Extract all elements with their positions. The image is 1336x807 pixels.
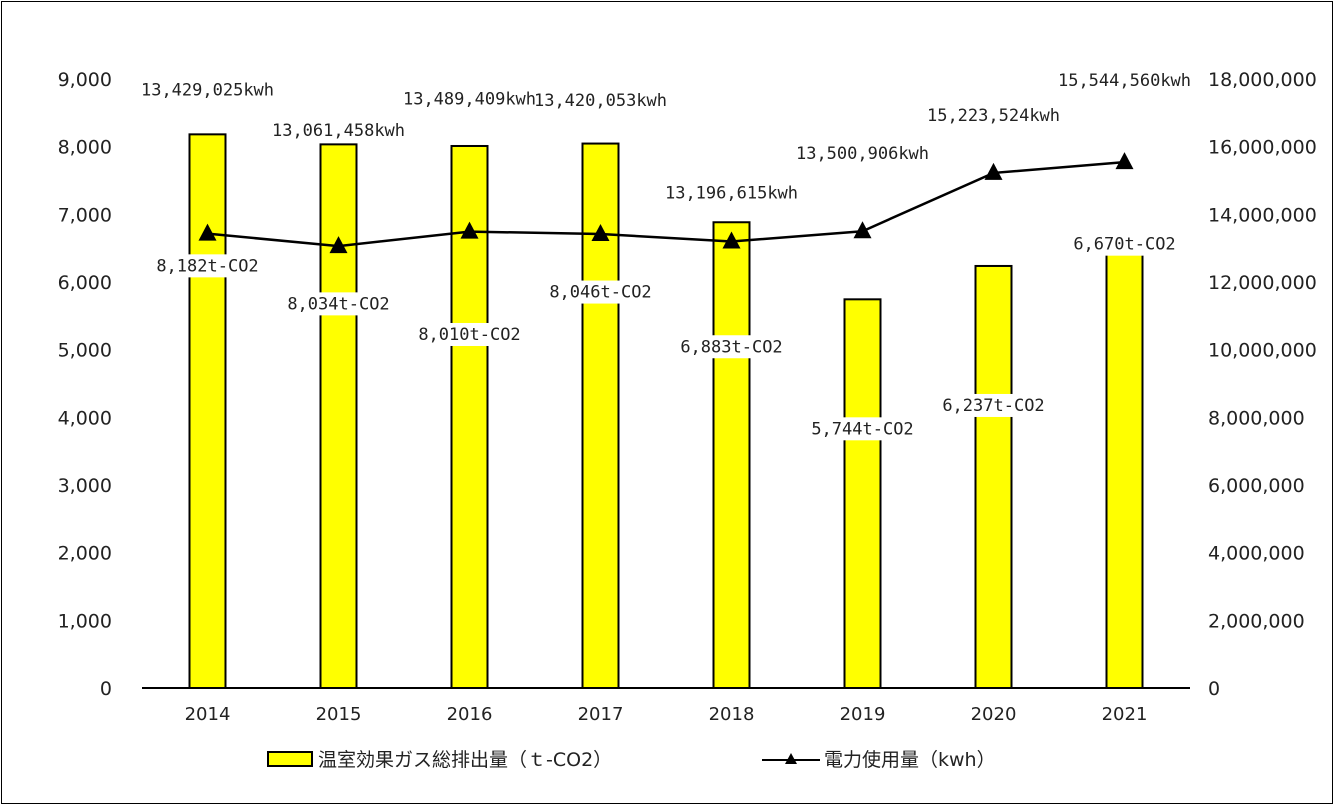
emission-bar — [974, 264, 1013, 689]
electricity-marker — [984, 162, 1003, 180]
electricity-data-label: 13,500,906kwh — [796, 144, 929, 164]
right-tick-label: 12,000,000 — [1208, 272, 1317, 294]
right-y-axis: 0 2,000,000 4,000,000 6,000,000 8,000,000 10,… — [1208, 69, 1317, 700]
x-axis-categories: 2014 2015 2016 2017 2018 2019 2020 2021 — [185, 704, 1148, 725]
category-label: 2021 — [1102, 704, 1148, 725]
emission-label-bg — [284, 292, 393, 316]
emission-data-label: 8,182t-CO2 — [156, 256, 258, 276]
emission-label-bg — [546, 280, 655, 304]
electricity-data-label: 13,196,615kwh — [665, 184, 798, 204]
electricity-marker — [198, 223, 217, 241]
left-tick-label: 1,000 — [58, 610, 112, 632]
electricity-data-label: 13,061,458kwh — [272, 121, 405, 141]
electricity-data-label: 15,223,524kwh — [927, 106, 1060, 126]
right-tick-label: 2,000,000 — [1208, 610, 1305, 632]
right-tick-label: 14,000,000 — [1208, 204, 1317, 226]
electricity-marker — [460, 221, 479, 239]
emission-data-labels: 8,182t-CO2 8,034t-CO2 8,010t-CO2 8,046t-CO2… — [153, 232, 1179, 441]
legend-bar-swatch — [267, 751, 313, 767]
emission-label-bg — [939, 393, 1048, 417]
electricity-marker — [853, 221, 872, 239]
left-tick-label: 5,000 — [58, 340, 112, 362]
left-tick-label: 8,000 — [58, 137, 112, 159]
category-label: 2015 — [316, 704, 362, 725]
electricity-data-label: 13,489,409kwh — [403, 90, 536, 110]
right-tick-label: 8,000,000 — [1208, 407, 1305, 429]
emission-bar — [712, 221, 751, 689]
emission-label-bg — [808, 417, 917, 441]
emission-bar — [319, 143, 358, 689]
electricity-data-label: 13,429,025kwh — [141, 81, 274, 101]
emission-bar — [843, 298, 882, 689]
electricity-marker — [722, 231, 741, 249]
left-y-axis: 0 1,000 2,000 3,000 4,000 5,000 6,000 7,000 8,00… — [58, 69, 112, 700]
electricity-marker — [329, 236, 348, 254]
electricity-line-path — [207, 160, 1125, 248]
left-tick-label: 9,000 — [58, 69, 112, 91]
right-tick-label: 0 — [1208, 678, 1220, 700]
left-tick-label: 3,000 — [58, 475, 112, 497]
right-tick-label: 18,000,000 — [1208, 69, 1317, 91]
category-label: 2017 — [578, 704, 624, 725]
emission-bar — [450, 144, 489, 690]
legend: 温室効果ガス総排出量（ｔ-CO2） 電力使用量（kwh） — [267, 749, 996, 771]
emission-label-bg — [1070, 232, 1179, 256]
electricity-data-label: 13,420,053kwh — [534, 91, 667, 111]
emission-bar — [1105, 235, 1144, 689]
electricity-data-labels: 13,429,025kwh13,061,458kwh13,489,409kwh1… — [141, 71, 1191, 203]
left-tick-label: 6,000 — [58, 272, 112, 294]
right-tick-label: 6,000,000 — [1208, 475, 1305, 497]
emission-label-bg — [153, 254, 262, 278]
emission-data-label: 8,010t-CO2 — [418, 325, 520, 345]
category-label: 2019 — [840, 704, 886, 725]
electricity-data-label: 15,544,560kwh — [1058, 71, 1191, 91]
emission-data-label: 6,883t-CO2 — [680, 337, 782, 357]
left-tick-label: 0 — [100, 678, 112, 700]
emission-data-label: 6,237t-CO2 — [942, 396, 1044, 416]
electricity-marker — [1115, 152, 1134, 170]
right-tick-label: 16,000,000 — [1208, 137, 1317, 159]
emission-data-label: 8,046t-CO2 — [549, 283, 651, 303]
legend-bar-label: 温室効果ガス総排出量（ｔ-CO2） — [318, 749, 612, 771]
left-tick-label: 4,000 — [58, 407, 112, 429]
left-tick-label: 7,000 — [58, 204, 112, 226]
emission-bar — [188, 133, 227, 690]
electricity-marker — [591, 223, 610, 241]
left-tick-label: 2,000 — [58, 543, 112, 565]
electricity-line — [198, 152, 1134, 254]
category-label: 2016 — [447, 704, 493, 725]
category-label: 2014 — [185, 704, 231, 725]
right-tick-label: 10,000,000 — [1208, 340, 1317, 362]
category-label: 2018 — [709, 704, 755, 725]
emission-label-bg — [677, 335, 786, 359]
emission-data-label: 6,670t-CO2 — [1073, 235, 1175, 255]
right-tick-label: 4,000,000 — [1208, 543, 1305, 565]
legend-line-label: 電力使用量（kwh） — [824, 749, 996, 771]
emission-data-label: 5,744t-CO2 — [811, 419, 913, 439]
category-label: 2020 — [971, 704, 1017, 725]
emission-label-bg — [415, 322, 524, 346]
legend-triangle-icon — [785, 753, 797, 764]
emission-data-label: 8,034t-CO2 — [287, 294, 389, 314]
